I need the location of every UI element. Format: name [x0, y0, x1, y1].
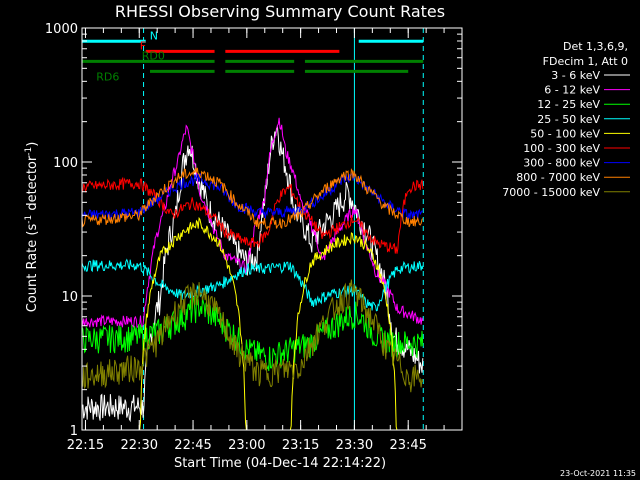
legend-entry: 100 - 300 keV [523, 142, 600, 155]
y-tick-label: 10 [61, 290, 78, 305]
x-tick-label: 23:45 [389, 438, 426, 453]
legend-entry: 800 - 7000 keV [516, 171, 600, 184]
series-line [139, 216, 398, 431]
y-tick-label: 1000 [45, 22, 78, 37]
series-line [81, 172, 424, 221]
y-tick-label: 1 [70, 424, 78, 439]
legend-entry: 12 - 25 keV [537, 98, 600, 111]
x-axis-label: Start Time (04-Dec-14 22:14:22) [174, 456, 386, 471]
legend-entry: 25 - 50 keV [537, 113, 600, 126]
series-line [81, 279, 424, 393]
timestamp: 23-Oct-2021 11:35 [560, 469, 636, 478]
series-line [81, 167, 424, 231]
x-tick-label: 22:30 [121, 438, 158, 453]
series-line [81, 258, 424, 312]
y-tick-label: 100 [53, 156, 78, 171]
legend: Det 1,3,6,9, FDecim 1, Att 03 - 6 keV 6 - … [502, 40, 630, 199]
legend-entry: 300 - 800 keV [523, 157, 600, 170]
x-tick-label: 22:15 [67, 438, 104, 453]
flag-label: F [140, 39, 146, 52]
flag-label: N [150, 29, 158, 42]
legend-header: FDecim 1, Att 0 [543, 55, 628, 68]
x-tick-label: 23:30 [336, 438, 373, 453]
legend-entry: 7000 - 15000 keV [502, 186, 600, 199]
axes: 1 10 100 1000 22:15 22:30 22:45 23:00 23:15 23:30… [45, 22, 463, 453]
legend-header: Det 1,3,6,9, [563, 40, 628, 53]
series-line [81, 176, 424, 254]
x-tick-label: 23:15 [282, 438, 319, 453]
y-axis-label: Count Rate (s-1 detector-1) [24, 142, 40, 313]
plot-frame [81, 27, 463, 431]
legend-entry: 6 - 12 keV [544, 84, 600, 97]
legend-entry: 50 - 100 keV [530, 127, 600, 140]
x-tick-label: 22:45 [174, 438, 211, 453]
flag-label: RD0 [142, 49, 165, 62]
chart-title: RHESSI Observing Summary Count Rates [115, 2, 445, 21]
legend-entry: 3 - 6 keV [551, 69, 600, 82]
x-tick-label: 23:00 [228, 438, 265, 453]
series-group [81, 117, 424, 431]
flag-label: RD6 [96, 70, 119, 83]
